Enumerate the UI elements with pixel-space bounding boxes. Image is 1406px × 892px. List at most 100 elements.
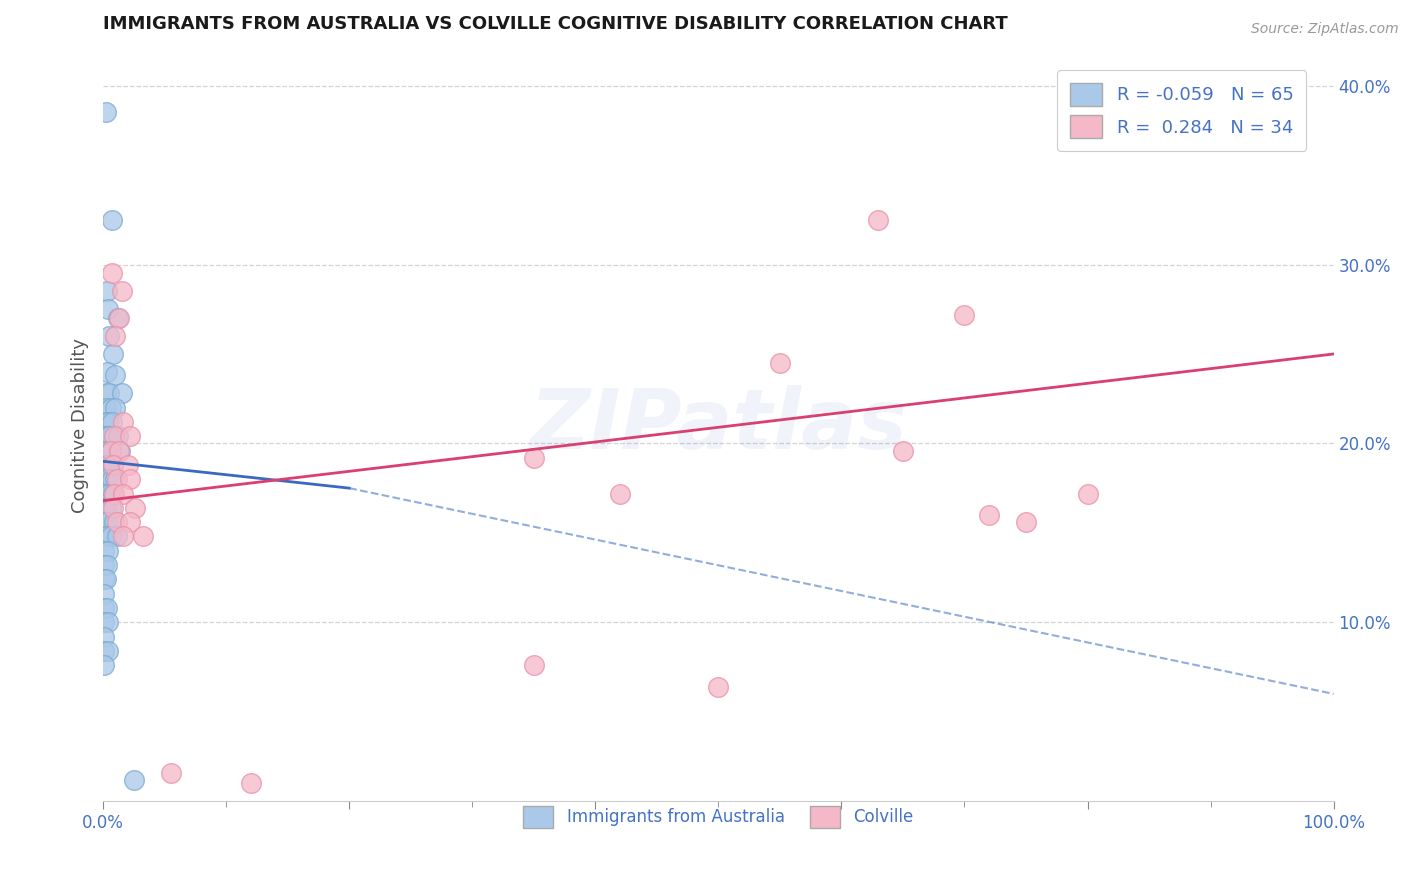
Point bbox=[97, 543, 120, 558]
Point bbox=[101, 458, 124, 472]
Point bbox=[97, 472, 120, 486]
Point bbox=[107, 311, 129, 326]
Point bbox=[104, 472, 127, 486]
Point bbox=[93, 658, 115, 673]
Text: IMMIGRANTS FROM AUSTRALIA VS COLVILLE COGNITIVE DISABILITY CORRELATION CHART: IMMIGRANTS FROM AUSTRALIA VS COLVILLE CO… bbox=[103, 15, 1008, 33]
Point bbox=[96, 285, 118, 299]
Point bbox=[96, 500, 118, 515]
Point bbox=[93, 644, 115, 658]
Y-axis label: Cognitive Disability: Cognitive Disability bbox=[72, 338, 89, 513]
Point bbox=[96, 443, 118, 458]
Point bbox=[93, 558, 115, 572]
Point bbox=[94, 401, 117, 415]
Point bbox=[98, 329, 121, 343]
Point bbox=[1076, 486, 1098, 500]
Text: Source: ZipAtlas.com: Source: ZipAtlas.com bbox=[1251, 22, 1399, 37]
Point bbox=[96, 429, 118, 443]
Point bbox=[104, 401, 127, 415]
Point bbox=[977, 508, 1000, 522]
Point bbox=[100, 443, 122, 458]
Point bbox=[100, 529, 122, 543]
Point bbox=[100, 267, 122, 281]
Point bbox=[94, 458, 117, 472]
Point bbox=[953, 308, 976, 322]
Point bbox=[97, 644, 120, 658]
Point bbox=[122, 772, 145, 787]
Point bbox=[101, 347, 124, 361]
Point bbox=[101, 500, 124, 515]
Legend: Immigrants from Australia, Colville: Immigrants from Australia, Colville bbox=[517, 799, 920, 834]
Point bbox=[96, 529, 118, 543]
Point bbox=[1015, 515, 1038, 529]
Point bbox=[93, 443, 115, 458]
Point bbox=[111, 415, 134, 429]
Point bbox=[97, 615, 120, 630]
Point bbox=[98, 386, 121, 401]
Point bbox=[93, 500, 115, 515]
Point bbox=[891, 443, 914, 458]
Point bbox=[96, 365, 118, 379]
Point bbox=[96, 601, 118, 615]
Point bbox=[98, 429, 121, 443]
Point bbox=[108, 443, 131, 458]
Point bbox=[93, 587, 115, 601]
Point bbox=[93, 472, 115, 486]
Point bbox=[105, 515, 128, 529]
Point bbox=[104, 329, 127, 343]
Point bbox=[110, 285, 132, 299]
Point bbox=[93, 601, 115, 615]
Point bbox=[93, 615, 115, 630]
Point bbox=[96, 558, 118, 572]
Point bbox=[111, 529, 134, 543]
Point bbox=[98, 486, 121, 500]
Point bbox=[94, 415, 117, 429]
Point bbox=[868, 212, 890, 227]
Point bbox=[120, 472, 142, 486]
Point bbox=[93, 630, 115, 644]
Point bbox=[94, 486, 117, 500]
Point bbox=[103, 486, 125, 500]
Point bbox=[93, 515, 115, 529]
Point bbox=[124, 500, 146, 515]
Point bbox=[707, 680, 730, 694]
Point bbox=[104, 368, 127, 383]
Point bbox=[101, 458, 124, 472]
Point bbox=[97, 302, 120, 317]
Point bbox=[93, 543, 115, 558]
Point bbox=[131, 529, 153, 543]
Point bbox=[110, 386, 132, 401]
Point bbox=[117, 458, 139, 472]
Point bbox=[93, 486, 115, 500]
Point bbox=[105, 529, 128, 543]
Point bbox=[239, 776, 262, 790]
Point bbox=[94, 105, 117, 120]
Point bbox=[96, 515, 118, 529]
Point bbox=[523, 658, 546, 673]
Point bbox=[100, 401, 122, 415]
Point bbox=[100, 472, 122, 486]
Point bbox=[93, 458, 115, 472]
Point bbox=[94, 386, 117, 401]
Point bbox=[107, 429, 129, 443]
Point bbox=[120, 429, 142, 443]
Point bbox=[105, 472, 128, 486]
Point bbox=[94, 472, 117, 486]
Point bbox=[100, 415, 122, 429]
Point bbox=[100, 443, 122, 458]
Point bbox=[103, 429, 125, 443]
Point bbox=[769, 356, 792, 370]
Point bbox=[101, 486, 124, 500]
Point bbox=[523, 450, 546, 465]
Point bbox=[94, 573, 117, 587]
Point bbox=[110, 443, 132, 458]
Point bbox=[159, 765, 181, 780]
Text: ZIPatlas: ZIPatlas bbox=[530, 385, 907, 466]
Point bbox=[609, 486, 631, 500]
Point bbox=[100, 500, 122, 515]
Point bbox=[97, 458, 120, 472]
Point bbox=[97, 415, 120, 429]
Point bbox=[93, 529, 115, 543]
Point bbox=[100, 212, 122, 227]
Point bbox=[103, 515, 125, 529]
Point bbox=[93, 573, 115, 587]
